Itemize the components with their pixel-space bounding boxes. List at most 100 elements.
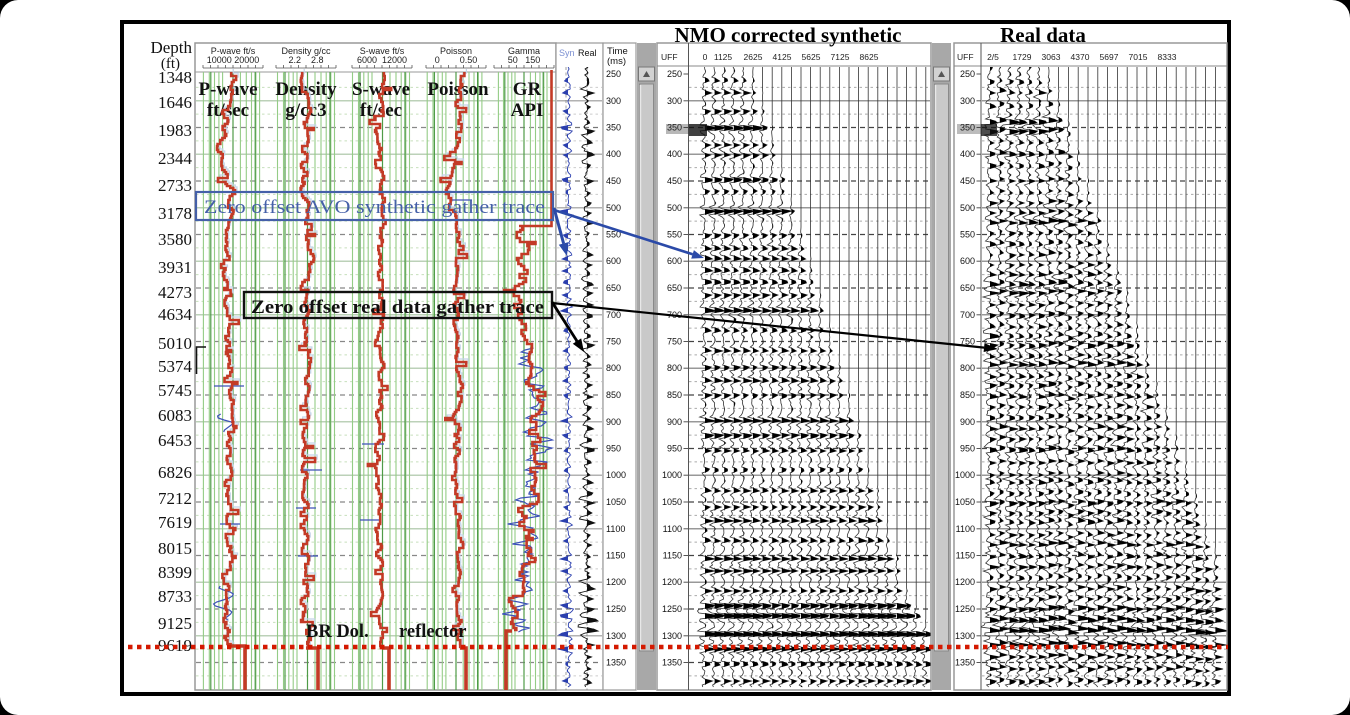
svg-text:650: 650 xyxy=(606,283,621,293)
svg-text:9125: 9125 xyxy=(158,614,192,633)
svg-text:4634: 4634 xyxy=(158,305,193,324)
svg-text:450: 450 xyxy=(606,176,621,186)
svg-text:1000: 1000 xyxy=(606,470,626,480)
svg-text:6083: 6083 xyxy=(158,406,192,425)
svg-text:8015: 8015 xyxy=(158,539,192,558)
svg-text:850: 850 xyxy=(667,390,682,400)
svg-text:7015: 7015 xyxy=(1129,52,1148,62)
svg-text:5697: 5697 xyxy=(1100,52,1119,62)
svg-text:6000 12000: 6000 12000 xyxy=(357,55,407,65)
svg-text:1348: 1348 xyxy=(158,68,192,87)
svg-text:4370: 4370 xyxy=(1071,52,1090,62)
svg-text:g/cc3: g/cc3 xyxy=(285,100,326,121)
svg-text:700: 700 xyxy=(960,310,975,320)
svg-text:1000: 1000 xyxy=(662,470,682,480)
svg-text:500: 500 xyxy=(667,203,682,213)
svg-text:800: 800 xyxy=(667,363,682,373)
svg-text:800: 800 xyxy=(960,363,975,373)
svg-text:950: 950 xyxy=(667,444,682,454)
svg-text:(ms): (ms) xyxy=(607,56,626,67)
svg-text:GR: GR xyxy=(513,79,542,100)
svg-text:7619: 7619 xyxy=(158,513,192,532)
svg-text:1250: 1250 xyxy=(955,604,975,614)
svg-text:1050: 1050 xyxy=(662,497,682,507)
svg-text:1300: 1300 xyxy=(955,631,975,641)
svg-text:1150: 1150 xyxy=(606,551,625,561)
svg-text:Syn: Syn xyxy=(559,48,575,58)
svg-text:Zero offset AVO synthetic gath: Zero offset AVO synthetic gather trace xyxy=(204,197,545,218)
svg-text:Poisson: Poisson xyxy=(440,46,472,56)
svg-text:2344: 2344 xyxy=(158,149,193,168)
svg-text:1125: 1125 xyxy=(714,52,733,62)
svg-text:1983: 1983 xyxy=(158,121,192,140)
svg-text:5745: 5745 xyxy=(158,381,192,400)
svg-text:Density g/cc: Density g/cc xyxy=(281,46,331,56)
svg-text:550: 550 xyxy=(667,230,682,240)
svg-text:UFF: UFF xyxy=(661,52,678,62)
svg-text:1100: 1100 xyxy=(606,524,625,534)
svg-text:2/5: 2/5 xyxy=(987,52,999,62)
svg-text:API: API xyxy=(511,100,544,121)
svg-text:3063: 3063 xyxy=(1042,52,1061,62)
svg-text:700: 700 xyxy=(606,310,621,320)
svg-text:NMO corrected synthetic: NMO corrected synthetic xyxy=(674,23,901,47)
svg-text:1000: 1000 xyxy=(955,470,975,480)
svg-text:850: 850 xyxy=(606,390,621,400)
svg-text:1646: 1646 xyxy=(158,93,192,112)
svg-text:Time: Time xyxy=(607,46,628,57)
svg-text:6826: 6826 xyxy=(158,463,192,482)
svg-text:900: 900 xyxy=(606,417,621,427)
svg-text:1300: 1300 xyxy=(662,631,682,641)
svg-text:250: 250 xyxy=(667,69,682,79)
svg-text:600: 600 xyxy=(960,256,975,266)
svg-text:750: 750 xyxy=(667,337,682,347)
svg-text:8625: 8625 xyxy=(860,52,879,62)
svg-text:300: 300 xyxy=(606,96,621,106)
svg-text:1200: 1200 xyxy=(955,577,975,587)
svg-text:2.2 2.8: 2.2 2.8 xyxy=(288,55,323,65)
svg-text:3580: 3580 xyxy=(158,230,192,249)
svg-text:BR Dol.: BR Dol. xyxy=(306,622,369,642)
svg-text:1250: 1250 xyxy=(662,604,682,614)
svg-text:800: 800 xyxy=(606,363,621,373)
svg-text:250: 250 xyxy=(606,69,621,79)
svg-text:950: 950 xyxy=(606,444,621,454)
svg-text:1350: 1350 xyxy=(606,658,626,668)
svg-text:5625: 5625 xyxy=(802,52,821,62)
svg-text:5010: 5010 xyxy=(158,334,192,353)
svg-text:P-wave ft/s: P-wave ft/s xyxy=(211,46,256,56)
svg-text:1050: 1050 xyxy=(955,497,975,507)
svg-text:Gamma: Gamma xyxy=(508,46,540,56)
svg-text:Real data: Real data xyxy=(1000,23,1086,47)
svg-text:1250: 1250 xyxy=(606,604,626,614)
svg-text:900: 900 xyxy=(667,417,682,427)
svg-text:S-wave ft/s: S-wave ft/s xyxy=(360,46,405,56)
svg-text:350: 350 xyxy=(606,123,621,133)
svg-text:3931: 3931 xyxy=(158,258,192,277)
svg-text:Real: Real xyxy=(578,48,597,58)
svg-text:750: 750 xyxy=(606,337,621,347)
svg-text:1729: 1729 xyxy=(1013,52,1032,62)
svg-text:350: 350 xyxy=(667,123,682,133)
svg-text:8333: 8333 xyxy=(1158,52,1177,62)
svg-text:600: 600 xyxy=(667,256,682,266)
svg-text:1050: 1050 xyxy=(606,497,626,507)
svg-text:950: 950 xyxy=(960,444,975,454)
svg-text:2625: 2625 xyxy=(744,52,763,62)
svg-text:250: 250 xyxy=(960,69,975,79)
svg-text:0 0.50: 0 0.50 xyxy=(435,55,478,65)
svg-text:7125: 7125 xyxy=(831,52,850,62)
svg-text:1300: 1300 xyxy=(606,631,626,641)
svg-text:350: 350 xyxy=(960,123,975,133)
svg-text:1150: 1150 xyxy=(663,551,682,561)
svg-text:850: 850 xyxy=(960,390,975,400)
svg-text:1200: 1200 xyxy=(606,577,626,587)
svg-text:900: 900 xyxy=(960,417,975,427)
svg-text:reflector: reflector xyxy=(399,622,466,642)
svg-text:1200: 1200 xyxy=(662,577,682,587)
svg-text:P-wave: P-wave xyxy=(198,79,257,100)
svg-text:S-wave: S-wave xyxy=(352,79,410,100)
svg-text:650: 650 xyxy=(960,283,975,293)
svg-text:Zero offset real data gather t: Zero offset real data gather trace xyxy=(251,297,544,318)
svg-text:1100: 1100 xyxy=(956,524,975,534)
